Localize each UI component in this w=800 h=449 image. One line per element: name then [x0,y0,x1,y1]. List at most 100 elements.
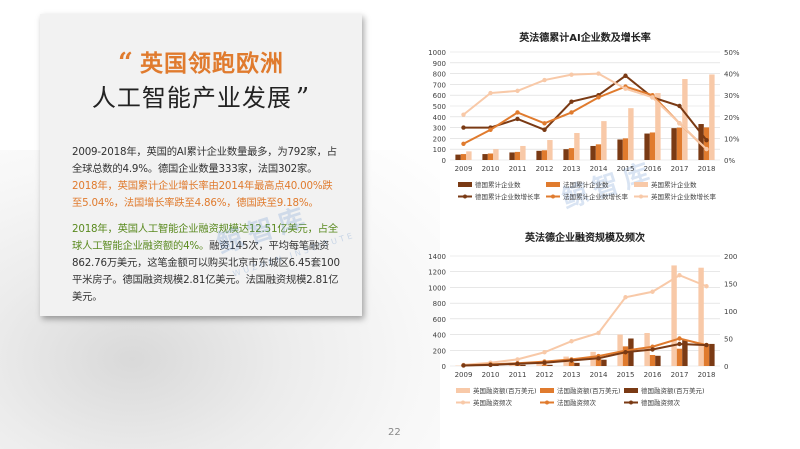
x-tick-label: 2014 [590,165,608,173]
slide-title-line2: 人工智能产业发展” [91,83,311,113]
line-point [677,103,682,109]
legend-label: 德国累计企业数 [475,180,521,189]
line-point [677,273,682,278]
y2-tick-label: 50% [724,49,740,57]
y-tick-label: 300 [433,125,446,133]
y2-tick-label: 10% [724,135,740,143]
legend-label: 法国累计企业数 [563,180,609,189]
y-tick-label: 200 [433,135,446,143]
bar [644,133,650,160]
bar [541,150,548,160]
line-point [542,77,547,83]
y-tick-label: 500 [433,103,446,111]
series-line [462,72,708,150]
line-point [677,336,682,341]
line-point [650,95,655,100]
line-point [596,95,601,100]
paragraph-financing-scale: 2018年，英国人工智能企业融资规模达12.51亿美元，占全球人工智能企业融资额… [72,223,338,252]
x-tick-label: 2017 [671,165,689,173]
bar [703,343,710,366]
bar [709,74,715,160]
y-tick-label: 800 [433,71,446,79]
y-tick-label: 700 [433,81,446,89]
paragraph-enterprises-count: 2009-2018年，英国的AI累计企业数量最多，为792家，占全球总数的4.9… [72,146,337,175]
bar [601,359,607,366]
bar [676,348,683,366]
line-point [515,357,520,362]
line-point [677,341,682,347]
bar [595,144,602,160]
x-tick-label: 2018 [698,371,716,379]
bar [649,132,656,160]
bar [622,346,629,366]
y2-tick-label: 100 [724,308,737,316]
y-tick-label: 400 [433,332,446,340]
legend-swatch [540,388,554,393]
x-tick-label: 2009 [455,371,473,379]
bar [671,128,677,160]
y-tick-label: 400 [433,114,446,122]
line-point [569,358,574,363]
x-tick-label: 2012 [536,165,554,173]
chart-financing: 英法德企业融资规模及频次 0 200 400 600 800 1000 1200 1400 0 50… [428,231,737,407]
x-tick-label: 2016 [644,371,662,379]
y2-tick-label: 150 [724,281,737,289]
line-point [569,72,574,77]
legend-marker [463,194,467,199]
bar [563,149,569,160]
y2-tick-label: 30% [724,92,740,100]
line-point [623,295,628,300]
y2-tick-label: 20% [724,114,740,122]
page-number: 22 [388,427,401,438]
line-point [650,347,655,352]
line-point [623,86,628,91]
x-tick-label: 2009 [455,165,473,173]
x-tick-label: 2013 [563,165,581,173]
bar [466,151,472,160]
legend-swatch [546,182,560,187]
bar [671,265,677,366]
line-point [488,127,493,132]
y2-tick-label: 50 [724,336,733,344]
legend-marker [551,194,555,199]
y2-tick-label: 0 [724,363,728,371]
chart-title: 英法德累计AI企业数及增长率 [518,31,650,44]
y-tick-label: 800 [433,300,446,308]
bar [487,153,494,160]
legend-label: 德国融资频次 [641,398,681,407]
line-point [488,90,493,96]
line-point [596,330,601,336]
legend-swatch [624,388,638,393]
line-point [488,362,493,368]
legend-label: 英国融资频次 [473,398,513,407]
bar [698,267,704,366]
bar [655,93,661,160]
legend-label: 法国融资额(百万美元) [557,386,621,395]
line-point [623,350,628,355]
legend-label: 法国累计企业数增长率 [563,192,629,201]
bar [617,334,623,366]
bar [628,108,634,160]
y-tick-label: 200 [433,347,446,355]
bar [601,121,607,160]
bar [676,127,683,160]
bar [590,145,596,160]
chart-title: 英法德企业融资规模及频次 [524,231,645,244]
legend-marker [639,194,643,199]
y-tick-label: 0 [442,157,446,165]
line-point [623,73,628,78]
bar [698,124,704,160]
series-line [463,274,707,366]
y2-tick-label: 200 [724,253,737,261]
series-line [463,342,707,367]
paragraph-enterprises-growth: 2018年，英国累计企业增长率由2014年最高点40.00%跌至5.04%，法国… [72,180,333,209]
y-tick-label: 1400 [428,253,446,261]
text-card: “英国领跑欧洲 人工智能产业发展” 2009-2018年，英国的AI累计企业数量… [40,14,362,316]
line-point [461,125,466,130]
legend-marker [545,400,549,405]
line-point [542,360,547,365]
x-tick-label: 2010 [482,371,500,379]
bar [622,138,629,160]
bar [547,364,553,366]
line-point [542,121,547,126]
